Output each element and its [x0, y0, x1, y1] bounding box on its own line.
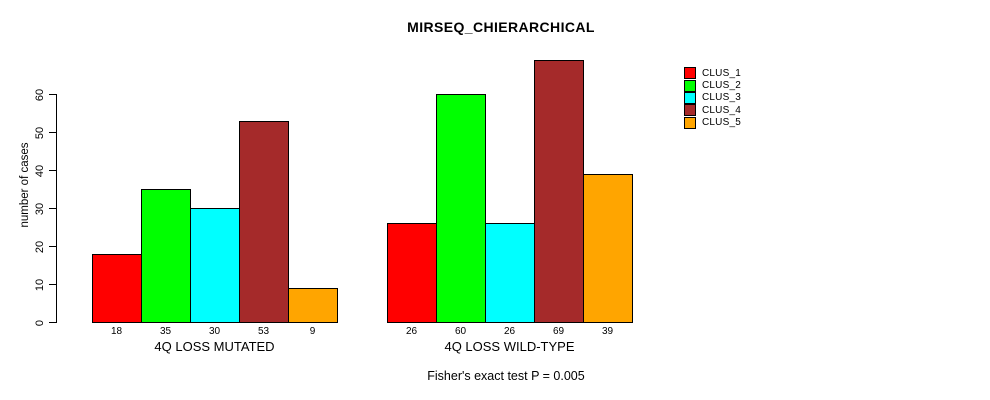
legend-label: CLUS_1: [702, 67, 741, 79]
legend-label: CLUS_4: [702, 104, 741, 116]
bar-value-label: 35: [159, 326, 172, 337]
y-tick-mark: [49, 132, 56, 133]
legend-item: CLUS_2: [684, 79, 741, 92]
y-axis-line: [56, 94, 57, 323]
group-label: 4Q LOSS WILD-TYPE: [444, 339, 575, 354]
legend-swatch: [684, 91, 696, 104]
bar-value-label: 30: [208, 326, 221, 337]
y-tick-mark: [49, 322, 56, 323]
legend: CLUS_1 CLUS_2 CLUS_3 CLUS_4 CLUS_5: [684, 67, 741, 129]
bar: [534, 60, 584, 323]
bar-value-label: 60: [454, 326, 467, 337]
y-tick-label: 20: [34, 240, 46, 253]
legend-label: CLUS_3: [702, 92, 741, 104]
legend-label: CLUS_2: [702, 80, 741, 92]
legend-swatch: [684, 104, 696, 117]
bar-value-label: 26: [405, 326, 418, 337]
bar: [190, 208, 240, 323]
footnote: Fisher's exact test P = 0.005: [427, 369, 585, 383]
y-tick-label: 60: [34, 88, 46, 101]
y-axis-label: number of cases: [19, 142, 31, 228]
y-tick-mark: [49, 170, 56, 171]
bar: [92, 254, 142, 323]
legend-label: CLUS_5: [702, 117, 741, 129]
y-tick-mark: [49, 208, 56, 209]
bar: [387, 223, 437, 323]
legend-item: CLUS_5: [684, 116, 741, 129]
legend-swatch: [684, 116, 696, 129]
bar: [141, 189, 191, 323]
legend-swatch: [684, 79, 696, 92]
legend-item: CLUS_3: [684, 91, 741, 104]
y-tick-label: 50: [34, 126, 46, 139]
y-tick-label: 40: [34, 164, 46, 177]
bar: [436, 94, 486, 323]
bar-value-label: 69: [552, 326, 565, 337]
bar-value-label: 18: [110, 326, 123, 337]
bar-value-label: 26: [503, 326, 516, 337]
legend-item: CLUS_1: [684, 67, 741, 80]
bar: [239, 121, 289, 323]
y-tick-label: 30: [34, 202, 46, 215]
chart-title: MIRSEQ_CHIERARCHICAL: [407, 19, 595, 35]
y-tick-mark: [49, 284, 56, 285]
bar: [288, 288, 338, 323]
y-tick-label: 10: [34, 278, 46, 291]
legend-swatch: [684, 67, 696, 80]
bar: [485, 223, 535, 323]
bar: [583, 174, 633, 323]
y-tick-mark: [49, 94, 56, 95]
legend-item: CLUS_4: [684, 104, 741, 117]
y-tick-mark: [49, 246, 56, 247]
bar-value-label: 53: [257, 326, 270, 337]
bar-value-label: 9: [309, 326, 316, 337]
bar-value-label: 39: [601, 326, 614, 337]
group-label: 4Q LOSS MUTATED: [154, 339, 275, 354]
y-tick-label: 0: [34, 319, 46, 326]
